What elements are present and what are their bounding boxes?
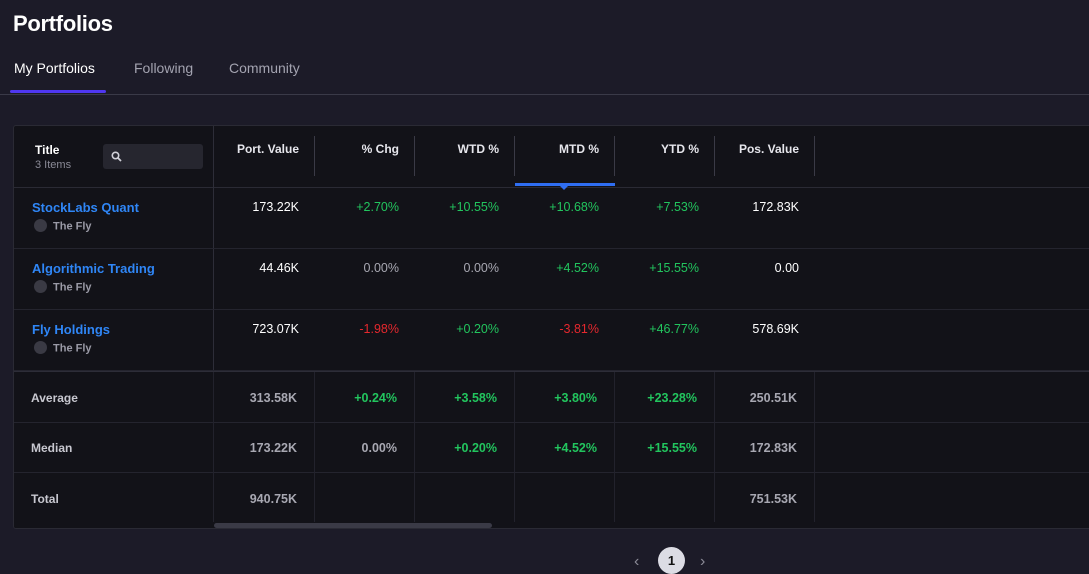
column-header-wtd[interactable]: WTD % [457, 142, 499, 156]
portfolio-source: The Fly [34, 219, 92, 233]
horizontal-scrollbar[interactable] [14, 522, 1089, 528]
column-header-mtd[interactable]: MTD % [559, 142, 599, 156]
column-divider [814, 136, 815, 176]
port-value-cell: 173.22K [252, 200, 299, 214]
source-label: The Fly [53, 281, 92, 294]
grid-line [414, 372, 415, 528]
ytd-cell: +15.55% [649, 261, 699, 275]
active-tab-indicator [10, 90, 106, 93]
mtd-cell: +10.68% [549, 200, 599, 214]
search-input[interactable] [127, 147, 201, 167]
page-button-current[interactable]: 1 [658, 547, 685, 574]
portfolio-source: The Fly [34, 341, 92, 355]
chg-cell: +2.70% [356, 200, 399, 214]
tab-following[interactable]: Following [134, 60, 194, 76]
summary-wtd: +0.20% [454, 441, 497, 455]
column-divider [614, 136, 615, 176]
column-header-ytd[interactable]: YTD % [660, 142, 699, 156]
summary-label: Median [31, 441, 73, 455]
portfolio-name-link[interactable]: Fly Holdings [32, 322, 110, 337]
table-row: StockLabs Quant The Fly 173.22K +2.70% +… [14, 187, 1089, 249]
column-header-pos-value[interactable]: Pos. Value [738, 142, 799, 156]
tab-community[interactable]: Community [229, 60, 300, 76]
table-row: Algorithmic Trading The Fly 44.46K 0.00%… [14, 248, 1089, 310]
grid-line [314, 372, 315, 528]
search-box[interactable] [103, 144, 203, 169]
sort-indicator-bar [515, 183, 615, 186]
chg-cell: 0.00% [363, 261, 399, 275]
summary-port-value: 173.22K [249, 441, 297, 455]
summary-chg: 0.00% [361, 441, 397, 455]
portfolio-name-link[interactable]: Algorithmic Trading [32, 261, 155, 276]
portfolio-source: The Fly [34, 280, 92, 294]
pos-value-cell: 0.00 [774, 261, 799, 275]
ytd-cell: +7.53% [656, 200, 699, 214]
column-header-port-value[interactable]: Port. Value [236, 142, 299, 156]
pagination: ‹ 1 › [0, 547, 1089, 574]
page-title: Portfolios [13, 11, 113, 36]
column-divider [714, 136, 715, 176]
column-divider [514, 136, 515, 176]
pos-value-cell: 172.83K [752, 200, 799, 214]
port-value-cell: 44.46K [259, 261, 299, 275]
summary-row-total: Total 940.75K 751.53K [14, 473, 1089, 524]
summary-wtd: +3.58% [454, 391, 497, 405]
tab-my-portfolios[interactable]: My Portfolios [14, 60, 95, 76]
chg-cell: -1.98% [359, 322, 399, 336]
port-value-cell: 723.07K [252, 322, 299, 336]
summary-mtd: +4.52% [554, 441, 597, 455]
wtd-cell: 0.00% [463, 261, 499, 275]
mtd-cell: +4.52% [556, 261, 599, 275]
summary-pos-value: 250.51K [749, 391, 797, 405]
ytd-cell: +46.77% [649, 322, 699, 336]
next-page-icon[interactable]: › [700, 553, 706, 570]
title-column-header[interactable]: Title [35, 143, 60, 157]
column-divider [314, 136, 315, 176]
source-label: The Fly [53, 220, 92, 233]
the-fly-icon [34, 280, 47, 293]
summary-mtd: +3.80% [554, 391, 597, 405]
summary-port-value: 940.75K [249, 492, 297, 506]
wtd-cell: +10.55% [449, 200, 499, 214]
pos-value-cell: 578.69K [752, 322, 799, 336]
summary-pos-value: 751.53K [749, 492, 797, 506]
portfolios-table: Title 3 Items Port. Value % Chg WTD % MT… [13, 125, 1089, 529]
search-icon [111, 151, 122, 162]
the-fly-icon [34, 341, 47, 354]
portfolio-name-link[interactable]: StockLabs Quant [32, 200, 139, 215]
mtd-cell: -3.81% [559, 322, 599, 336]
source-label: The Fly [53, 342, 92, 355]
grid-line [614, 372, 615, 528]
summary-row-average: Average 313.58K +0.24% +3.58% +3.80% +23… [14, 371, 1089, 423]
summary-chg: +0.24% [354, 391, 397, 405]
previous-page-icon[interactable]: ‹ [634, 553, 640, 570]
wtd-cell: +0.20% [456, 322, 499, 336]
summary-ytd: +23.28% [647, 391, 697, 405]
title-column-divider [213, 126, 214, 372]
column-header-chg[interactable]: % Chg [361, 142, 399, 156]
item-count: 3 Items [35, 159, 72, 171]
table-header: Title 3 Items Port. Value % Chg WTD % MT… [14, 126, 1089, 190]
summary-port-value: 313.58K [249, 391, 297, 405]
summary-ytd: +15.55% [647, 441, 697, 455]
portfolio-tabs: My Portfolios Following Community [0, 52, 1089, 95]
grid-line [514, 372, 515, 528]
summary-label: Average [31, 391, 78, 405]
summary-pos-value: 172.83K [749, 441, 797, 455]
grid-line [714, 372, 715, 528]
sort-caret-icon [560, 186, 568, 190]
summary-row-median: Median 173.22K 0.00% +0.20% +4.52% +15.5… [14, 422, 1089, 473]
the-fly-icon [34, 219, 47, 232]
table-row: Fly Holdings The Fly 723.07K -1.98% +0.2… [14, 309, 1089, 371]
grid-line [213, 372, 214, 528]
summary-label: Total [31, 492, 59, 506]
grid-line [814, 372, 815, 528]
horizontal-scrollbar-thumb[interactable] [214, 523, 492, 528]
column-divider [414, 136, 415, 176]
